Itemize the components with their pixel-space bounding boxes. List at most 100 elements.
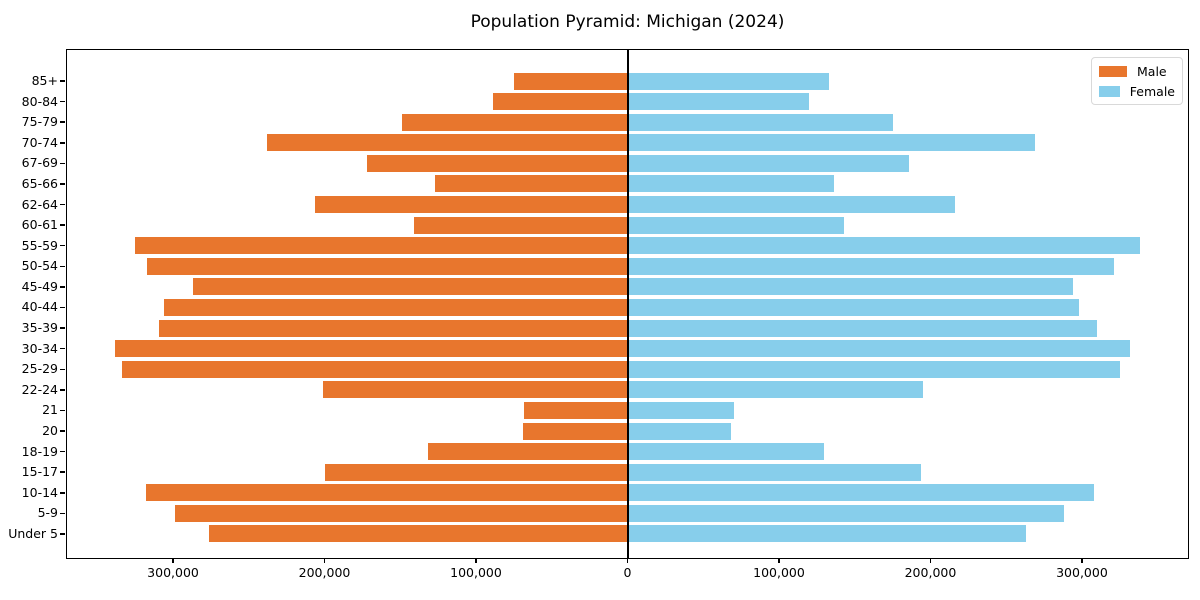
legend-label-male: Male [1137, 63, 1167, 79]
y-tick-label: 70-74 [21, 134, 58, 150]
bar-female [627, 360, 1120, 378]
y-tick-label: 80-84 [21, 93, 58, 109]
bar-female [627, 340, 1131, 358]
y-tick-label: 5-9 [37, 505, 58, 521]
bar-female [627, 196, 955, 214]
y-tick-mark [60, 512, 65, 515]
x-tick-mark [929, 558, 932, 563]
y-tick-mark [60, 389, 65, 391]
bar-female [627, 134, 1035, 152]
y-tick-mark [60, 162, 65, 165]
bar-female [627, 237, 1140, 255]
y-tick-label: 22-24 [21, 381, 58, 397]
bar-male [435, 175, 628, 193]
bar-female [627, 401, 734, 419]
bar-male [266, 134, 628, 152]
legend-swatch-male-icon [1099, 65, 1127, 77]
legend-swatch-female-icon [1099, 85, 1120, 97]
y-tick-mark [60, 265, 65, 268]
bar-female [627, 93, 810, 111]
y-tick-mark [60, 409, 65, 412]
y-tick-mark [60, 203, 65, 206]
bar-male [163, 298, 628, 316]
y-tick-label: 67-69 [21, 155, 58, 171]
bar-male [121, 360, 628, 378]
bar-male [492, 93, 628, 111]
x-tick-label: 100,000 [450, 565, 502, 580]
bar-female [627, 504, 1064, 522]
x-tick-mark [778, 558, 780, 563]
bar-female [627, 484, 1095, 502]
bar-female [627, 298, 1079, 316]
y-tick-label: 20 [42, 423, 58, 439]
y-tick-mark [60, 183, 65, 185]
y-tick-mark [60, 492, 65, 494]
bar-male [315, 196, 628, 214]
bar-female [627, 319, 1098, 337]
x-tick-mark [475, 558, 477, 563]
y-tick-mark [60, 347, 65, 350]
y-tick-mark [60, 286, 65, 288]
bar-male [115, 340, 628, 358]
bar-male [366, 154, 628, 172]
bar-female [627, 216, 845, 234]
chart-title: Population Pyramid: Michigan (2024) [470, 12, 785, 32]
y-tick-label: 62-64 [21, 196, 58, 212]
y-tick-mark [60, 80, 65, 82]
y-tick-label: 15-17 [21, 464, 58, 480]
y-tick-label: 65-66 [21, 175, 58, 191]
bar-female [627, 257, 1114, 275]
center-axis-line [626, 50, 629, 558]
bar-male [324, 463, 628, 481]
legend: Male Female [1091, 57, 1183, 105]
x-tick-mark [1081, 558, 1083, 563]
y-tick-mark [60, 430, 65, 432]
y-tick-mark [60, 244, 65, 247]
x-tick-mark [626, 558, 629, 563]
bar-female [627, 525, 1026, 543]
x-tick-label: 0 [623, 565, 632, 580]
bar-female [627, 278, 1073, 296]
bar-male [209, 525, 628, 543]
bar-female [627, 175, 834, 193]
y-tick-label: 35-39 [21, 320, 58, 336]
y-tick-mark [60, 450, 65, 453]
legend-item-male: Male [1099, 65, 1175, 78]
y-tick-label: 50-54 [21, 258, 58, 274]
y-tick-label: 21 [42, 402, 58, 418]
bar-female [627, 72, 829, 90]
y-tick-label: 10-14 [21, 484, 58, 500]
x-tick-label: 200,000 [298, 565, 351, 580]
bar-female [627, 443, 825, 461]
bar-male [323, 381, 628, 399]
y-tick-label: 75-79 [21, 114, 58, 130]
bar-male [159, 319, 628, 337]
bar-male [401, 113, 628, 131]
y-tick-mark [60, 306, 65, 309]
x-tick-mark [323, 558, 326, 563]
y-tick-mark [60, 121, 65, 123]
y-tick-mark [60, 142, 65, 144]
bar-male [427, 443, 628, 461]
y-tick-label: Under 5 [8, 525, 58, 541]
y-tick-label: 30-34 [21, 340, 58, 356]
y-tick-label: 45-49 [21, 278, 58, 294]
y-tick-label: 18-19 [21, 443, 58, 459]
y-tick-mark [60, 533, 65, 535]
x-tick-label: 300,000 [1056, 565, 1108, 580]
bar-female [627, 463, 922, 481]
bar-male [147, 257, 628, 275]
y-tick-label: 85+ [31, 73, 58, 88]
bar-male [524, 401, 628, 419]
x-tick-label: 100,000 [753, 565, 805, 580]
bar-male [413, 216, 628, 234]
x-tick-label: 300,000 [147, 565, 199, 580]
bar-male [145, 484, 628, 502]
x-tick-label: 200,000 [904, 565, 957, 580]
bar-male [513, 72, 628, 90]
y-tick-mark [60, 100, 65, 103]
bar-female [627, 381, 923, 399]
bar-male [522, 422, 628, 440]
y-tick-label: 25-29 [21, 361, 58, 377]
